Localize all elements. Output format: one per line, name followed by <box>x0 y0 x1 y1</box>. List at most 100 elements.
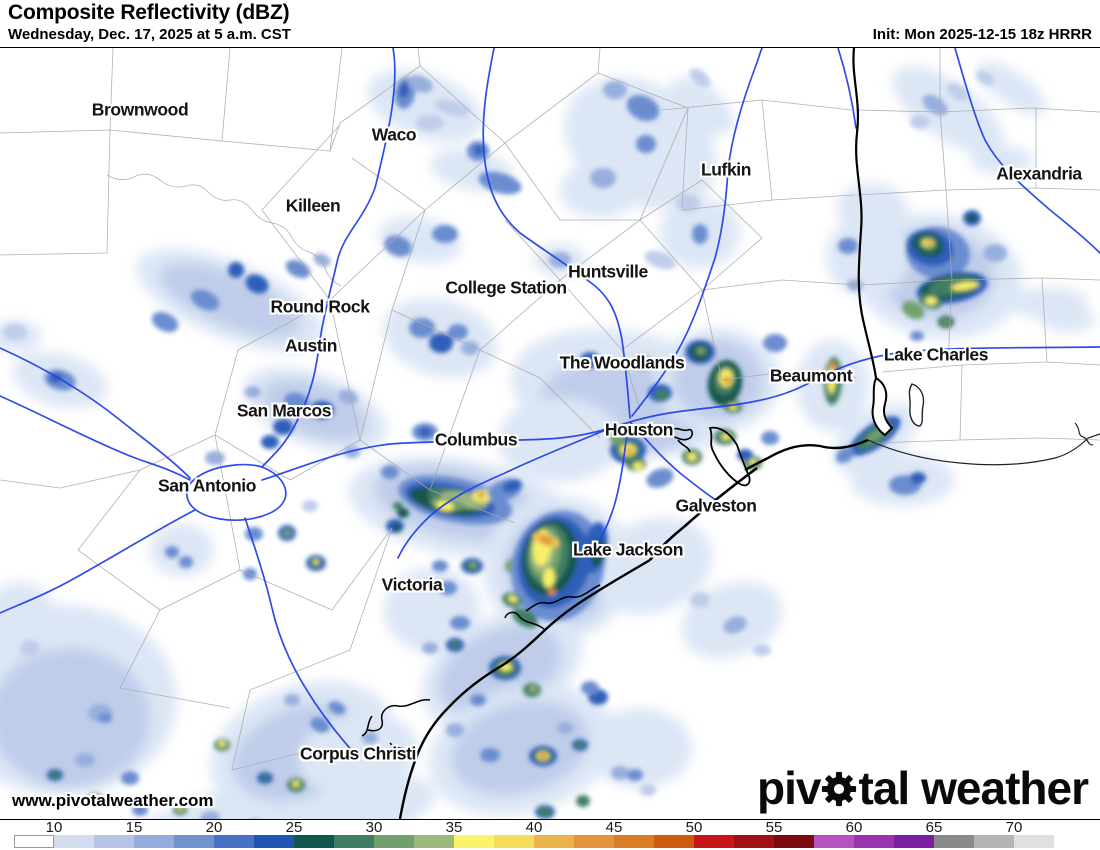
valid-time-label: Wednesday, Dec. 17, 2025 at 5 a.m. CST <box>8 26 291 43</box>
map-canvas: Brownwood Waco Killeen Lufkin Alexandria Roun… <box>0 47 1100 820</box>
city-label-galveston: Galveston <box>675 495 757 516</box>
colorbar-segment <box>134 835 174 848</box>
highway-i35-north <box>261 48 396 468</box>
colorbar-segment <box>694 835 734 848</box>
colorbar-segment <box>14 835 54 848</box>
city-label-lake-jackson: Lake Jackson <box>573 539 683 560</box>
city-label-columbus: Columbus <box>434 429 518 450</box>
city-label-killeen: Killeen <box>285 195 341 216</box>
colorbar-segment <box>254 835 294 848</box>
city-label-san-marcos: San Marcos <box>236 400 332 421</box>
highway-i10-east <box>261 346 1100 481</box>
colorbar-segment <box>854 835 894 848</box>
highway-i45-north <box>482 48 631 419</box>
colorbar-tick-labels: 10 15 20 25 30 35 40 45 50 55 60 65 70 <box>0 819 1100 836</box>
city-label-victoria: Victoria <box>381 574 443 595</box>
radar-light-rain-layer <box>0 61 1096 819</box>
galveston-island <box>648 466 758 561</box>
city-label-houston: Houston <box>604 419 674 440</box>
colorbar-tick: 20 <box>205 819 223 836</box>
louisiana-coastline <box>867 422 1100 466</box>
highway-i10-west-a <box>0 347 191 479</box>
colorbar-tick: 30 <box>365 819 383 836</box>
colorbar-tick: 55 <box>765 819 783 836</box>
colorbar-segment <box>454 835 494 848</box>
highway-288-south <box>599 425 629 541</box>
colorbar-segment <box>894 835 934 848</box>
sabine-lake <box>871 376 894 437</box>
colorbar-segment <box>814 835 854 848</box>
city-label-the-woodlands: The Woodlands <box>559 352 685 373</box>
texas-louisiana-border <box>852 48 878 379</box>
page-title: Composite Reflectivity (dBZ) <box>8 1 290 24</box>
colorbar-tick: 45 <box>605 819 623 836</box>
map-graphics <box>0 48 1100 819</box>
colorbar-tick: 60 <box>845 819 863 836</box>
colorbar-segment <box>334 835 374 848</box>
watermark-url: www.pivotalweather.com <box>12 791 214 810</box>
colorbar <box>14 835 1054 848</box>
colorbar-tick: 15 <box>125 819 143 836</box>
colorbar-tick: 25 <box>285 819 303 836</box>
model-init-label: Init: Mon 2025-12-15 18z HRRR <box>872 26 1092 43</box>
highway-lines <box>0 48 1100 755</box>
city-label-waco: Waco <box>371 124 417 145</box>
city-label-alexandria: Alexandria <box>996 163 1082 184</box>
colorbar-segment <box>574 835 614 848</box>
city-label-round-rock: Round Rock <box>270 296 370 317</box>
colorbar-segment <box>614 835 654 848</box>
gear-icon <box>821 765 857 817</box>
water-and-borders <box>361 48 1100 819</box>
highway-i10-west-b <box>0 395 191 481</box>
county-lines <box>0 48 1100 771</box>
colorbar-segment <box>54 835 94 848</box>
colorbar-tick: 70 <box>1005 819 1023 836</box>
houston-ship-channel <box>671 427 693 453</box>
highway-59-southwest <box>397 425 616 559</box>
colorbar-tick: 40 <box>525 819 543 836</box>
colorbar-segment <box>934 835 974 848</box>
colorbar-segment <box>734 835 774 848</box>
highway-i35-south <box>0 509 196 614</box>
colorbar-segment <box>774 835 814 848</box>
texas-coastline <box>744 438 869 472</box>
highway-san-antonio-loop <box>185 463 287 521</box>
city-label-lufkin: Lufkin <box>700 159 752 180</box>
highway-la-short <box>837 48 857 129</box>
colorbar-tick: 10 <box>45 819 63 836</box>
inner-bays <box>361 584 601 754</box>
city-label-san-antonio: San Antonio <box>158 475 256 496</box>
colorbar-segment <box>534 835 574 848</box>
logo-text-weather: weather <box>921 762 1089 814</box>
colorbar-tick: 50 <box>685 819 703 836</box>
colorbar-segment <box>374 835 414 848</box>
city-label-huntsville: Huntsville <box>568 261 648 282</box>
colorbar-segment <box>294 835 334 848</box>
city-label-corpus-christi: Corpus Christi <box>300 743 416 764</box>
colorbar-footer: 10 15 20 25 30 35 40 45 50 55 60 65 70 <box>0 819 1100 850</box>
city-label-college-station: College Station <box>445 277 567 298</box>
galveston-bay <box>708 426 751 487</box>
logo-text-tal: tal <box>858 762 910 814</box>
colorbar-tick: 35 <box>445 819 463 836</box>
colorbar-segment <box>654 835 694 848</box>
city-label-brownwood: Brownwood <box>91 99 189 120</box>
calcasieu-lake <box>908 383 925 427</box>
pivotal-weather-logo: piv tal <box>752 759 1092 817</box>
colorbar-segment <box>974 835 1014 848</box>
colorbar-segment <box>94 835 134 848</box>
city-label-lake-charles: Lake Charles <box>883 344 989 365</box>
highway-i49-louisiana <box>954 48 1100 254</box>
colorbar-segment <box>494 835 534 848</box>
colorbar-tick: 65 <box>925 819 943 836</box>
city-label-austin: Austin <box>284 335 338 356</box>
matagorda-coast <box>398 558 651 819</box>
map-header: Composite Reflectivity (dBZ) Wednesday, … <box>0 0 1100 47</box>
highway-i45-gulf <box>629 421 717 501</box>
city-label-beaumont: Beaumont <box>769 365 853 386</box>
colorbar-segment <box>414 835 454 848</box>
colorbar-segment <box>174 835 214 848</box>
logo-text-piv: piv <box>756 762 821 814</box>
colorbar-segment <box>1014 835 1054 848</box>
